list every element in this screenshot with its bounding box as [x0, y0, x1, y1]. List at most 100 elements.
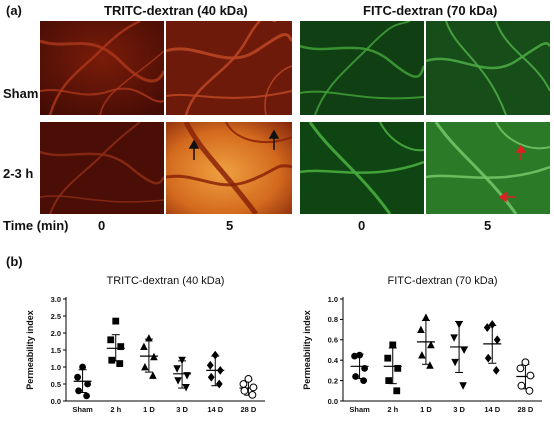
y-tick-label: 2.0 [51, 329, 61, 338]
data-point [525, 386, 534, 395]
data-point [182, 384, 190, 392]
data-point [459, 382, 467, 390]
data-point [249, 383, 258, 392]
micrograph-tritc-2-3h-0min [40, 122, 164, 214]
chart-title: FITC-dextran (70 kDa) [387, 275, 497, 287]
data-point [178, 356, 186, 365]
data-point [107, 336, 115, 344]
data-point [493, 335, 501, 345]
column-title-fitc: FITC-dextran (70 kDa) [363, 3, 498, 18]
x-tick-label: 3 D [453, 405, 465, 414]
chart-fitc: FITC-dextran (70 kDa) Permeability index 0… [277, 270, 554, 427]
data-point [418, 351, 426, 359]
y-tick-label: 0.6 [328, 336, 338, 345]
data-group-3-d [173, 356, 192, 392]
data-group-sham [73, 363, 92, 400]
data-point [79, 363, 86, 371]
figure-label-a: (a) [6, 3, 22, 18]
data-point [360, 377, 367, 384]
data-point [521, 358, 530, 367]
data-point [248, 390, 257, 399]
x-tick-label: Sham [349, 405, 370, 414]
data-point [389, 341, 397, 349]
time-axis-label: Time (min) [3, 218, 69, 233]
data-point [240, 386, 249, 395]
data-group-28-d [516, 358, 535, 395]
data-group-14-d [206, 350, 225, 389]
y-tick-label: 0.0 [328, 397, 338, 406]
data-group-1-d [416, 313, 435, 369]
data-point [216, 366, 224, 375]
data-point [83, 392, 90, 400]
data-point [484, 353, 492, 363]
data-point [215, 379, 223, 389]
micrograph-tritc-sham-5min [166, 21, 292, 115]
time-value-tritc-5: 5 [226, 218, 234, 233]
y-tick-label: 1.0 [51, 363, 61, 372]
y-axis-label: Permeability index [302, 310, 312, 390]
x-tick-label: 2 h [387, 405, 398, 414]
data-group-1-d [139, 334, 158, 379]
data-point [112, 317, 120, 325]
data-point [211, 350, 219, 360]
data-point [384, 354, 392, 362]
y-tick-label: 0.0 [51, 397, 61, 406]
x-tick-label: 1 D [143, 405, 155, 414]
data-point [352, 373, 359, 380]
x-tick-label: Sham [72, 405, 93, 414]
data-point [361, 364, 368, 372]
data-point [173, 365, 181, 373]
micrograph-fitc-2-3h-5min [426, 122, 550, 214]
data-point [427, 340, 435, 349]
micrograph-tritc-sham-0min [40, 21, 164, 115]
data-point [141, 363, 149, 371]
data-group-2-h [383, 341, 402, 395]
time-value-fitc-0: 0 [358, 218, 366, 233]
data-group-28-d [239, 375, 258, 399]
data-point [526, 371, 535, 380]
data-point [385, 377, 393, 384]
y-tick-label: 0.2 [328, 376, 338, 385]
y-tick-label: 0.4 [328, 356, 339, 365]
data-point [174, 377, 182, 385]
x-tick-label: 1 D [420, 405, 432, 414]
data-group-14-d [483, 320, 502, 375]
chart-tritc: TRITC-dextran (40 kDa) Permeability index… [0, 270, 277, 427]
data-point [206, 360, 214, 370]
data-point [140, 342, 148, 350]
x-tick-label: 14 D [207, 405, 223, 414]
data-point [426, 361, 434, 369]
x-tick-label: 28 D [240, 405, 256, 414]
micrograph-fitc-2-3h-0min [300, 122, 424, 214]
time-value-tritc-0: 0 [98, 218, 106, 233]
data-point [108, 356, 116, 364]
data-point [516, 364, 525, 373]
data-point [417, 325, 425, 333]
data-point [183, 372, 191, 380]
x-tick-label: 2 h [110, 405, 121, 414]
data-point [84, 380, 91, 388]
row-label-2-3h: 2-3 h [3, 166, 34, 181]
micrograph-fitc-sham-5min [426, 21, 550, 115]
chart-tritc-svg: TRITC-dextran (40 kDa) Permeability index… [25, 275, 265, 414]
micrograph-fitc-sham-0min [300, 21, 424, 115]
data-point [422, 313, 430, 321]
x-tick-label: 14 D [484, 405, 500, 414]
time-value-fitc-5: 5 [484, 218, 492, 233]
y-axis-label: Permeability index [25, 310, 35, 390]
y-tick-label: 0.5 [51, 380, 61, 389]
data-point [351, 352, 358, 360]
x-tick-label: 28 D [517, 405, 533, 414]
y-tick-label: 1.5 [51, 346, 61, 355]
data-point [207, 372, 215, 382]
data-point [492, 366, 500, 375]
data-point [393, 387, 401, 395]
data-point [74, 373, 81, 381]
data-point [394, 364, 402, 372]
data-point [117, 343, 125, 350]
y-tick-label: 2.5 [51, 312, 61, 321]
data-group-3-d [450, 320, 469, 390]
x-tick-label: 3 D [176, 405, 188, 414]
figure-label-b: (b) [6, 254, 23, 269]
data-group-2-h [106, 317, 125, 367]
